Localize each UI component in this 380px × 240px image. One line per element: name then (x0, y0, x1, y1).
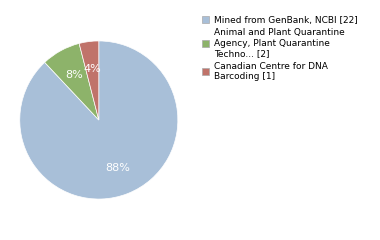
Text: 88%: 88% (105, 163, 130, 173)
Legend: Mined from GenBank, NCBI [22], Animal and Plant Quarantine
Agency, Plant Quarant: Mined from GenBank, NCBI [22], Animal an… (202, 16, 358, 81)
Wedge shape (79, 41, 99, 120)
Text: 8%: 8% (65, 70, 83, 80)
Text: 4%: 4% (84, 64, 101, 74)
Wedge shape (20, 41, 178, 199)
Wedge shape (45, 43, 99, 120)
